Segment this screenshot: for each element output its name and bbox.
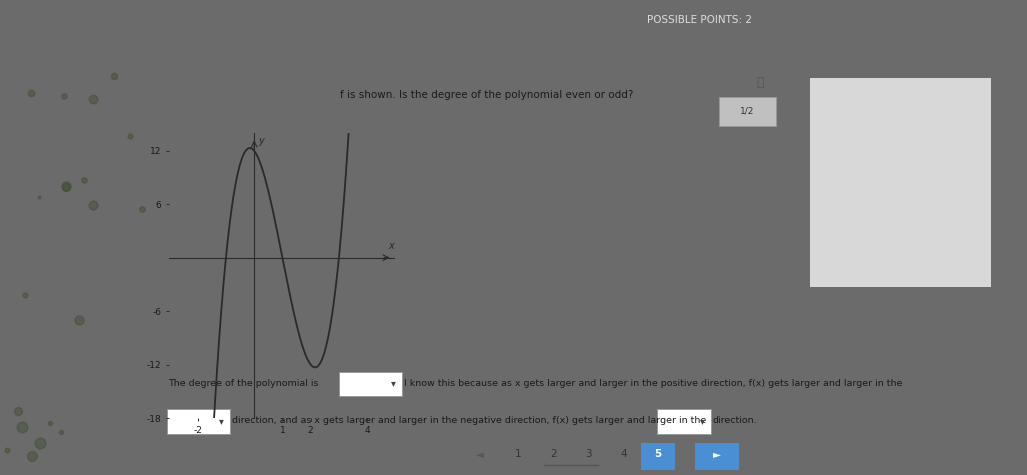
FancyBboxPatch shape xyxy=(166,409,230,434)
Text: direction, and as x gets larger and larger in the negative direction, f(x) gets : direction, and as x gets larger and larg… xyxy=(232,416,706,425)
Text: f is shown. Is the degree of the polynomial even or odd?: f is shown. Is the degree of the polynom… xyxy=(340,90,634,100)
Text: The degree of the polynomial is: The degree of the polynomial is xyxy=(168,379,318,388)
FancyBboxPatch shape xyxy=(657,409,711,434)
Text: ⓘ: ⓘ xyxy=(757,76,764,88)
Text: y: y xyxy=(259,136,264,146)
Text: 1/2: 1/2 xyxy=(740,107,755,116)
FancyBboxPatch shape xyxy=(719,97,776,126)
Text: I know this because as x gets larger and larger in the positive direction, f(x) : I know this because as x gets larger and… xyxy=(404,379,902,388)
Text: 1: 1 xyxy=(515,449,522,459)
Text: 2: 2 xyxy=(549,449,557,459)
Text: ▾: ▾ xyxy=(219,416,224,426)
FancyBboxPatch shape xyxy=(695,443,739,470)
Text: direction.: direction. xyxy=(713,416,757,425)
FancyBboxPatch shape xyxy=(641,443,676,470)
Text: ▾: ▾ xyxy=(700,416,705,426)
Text: x: x xyxy=(388,240,394,251)
Text: 4: 4 xyxy=(620,449,626,459)
Text: 3: 3 xyxy=(585,449,592,459)
FancyBboxPatch shape xyxy=(809,78,991,287)
Text: ▾: ▾ xyxy=(391,378,396,388)
Text: POSSIBLE POINTS: 2: POSSIBLE POINTS: 2 xyxy=(647,15,752,25)
Text: ►: ► xyxy=(713,449,721,459)
Text: 5: 5 xyxy=(654,449,662,459)
FancyBboxPatch shape xyxy=(339,372,402,397)
Text: ◄: ◄ xyxy=(477,449,484,459)
